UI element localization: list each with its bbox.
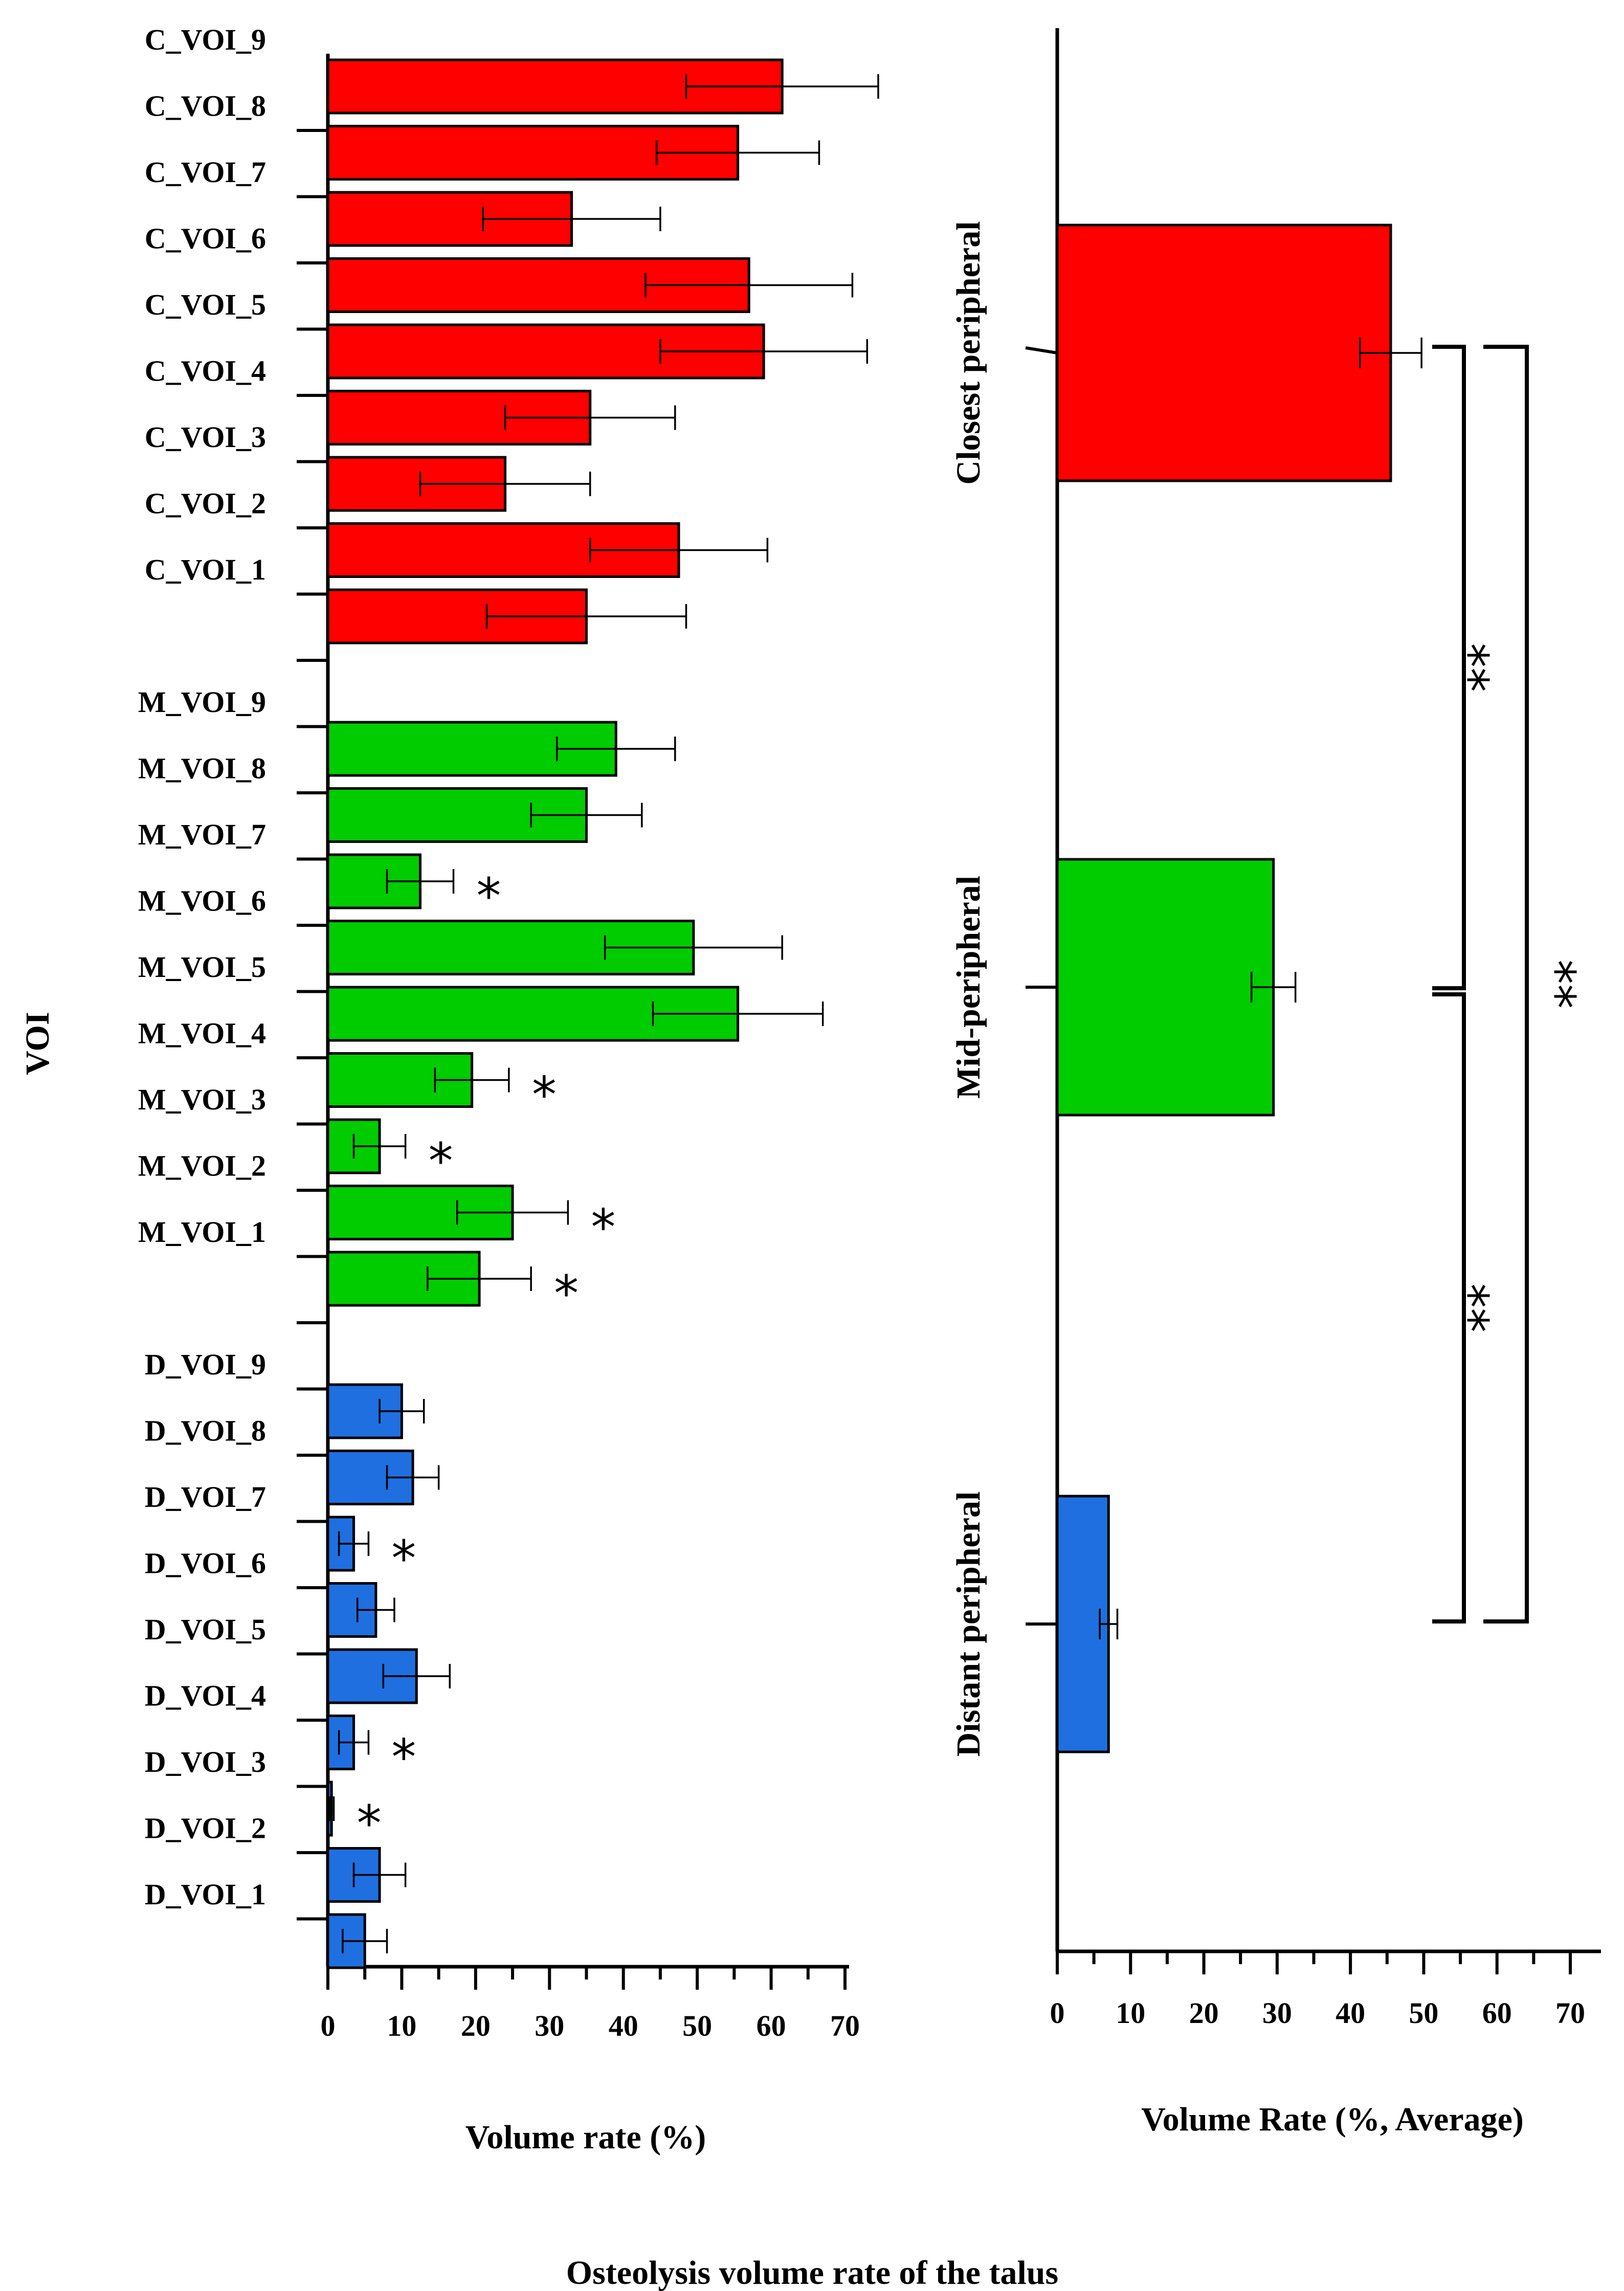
significance-star: * xyxy=(532,1066,557,1124)
voi-tick-label: M_VOI_7 xyxy=(138,818,266,851)
voi-tick-label: C_VOI_9 xyxy=(145,23,266,56)
category-label: Mid-peripheral xyxy=(950,876,987,1099)
x-tick-label: 20 xyxy=(1189,1996,1219,2030)
significance-star: * xyxy=(391,1729,416,1786)
x-tick-label: 0 xyxy=(1050,1996,1065,2030)
average-bar-chart: Closest peripheral Mid-peripheral Distant … xyxy=(950,28,1603,2138)
significance-star: * xyxy=(554,1265,579,1322)
category-label: Distant peripheral xyxy=(950,1492,987,1757)
significance-star: * xyxy=(357,1795,382,1852)
significance-label: ** xyxy=(1458,643,1516,692)
voi-tick-label: C_VOI_2 xyxy=(145,487,266,520)
average-bar xyxy=(1056,858,1275,1117)
left-y-axis-title: VOI xyxy=(19,1012,56,1075)
significance-star: * xyxy=(429,1132,453,1190)
x-tick-label: 70 xyxy=(1555,1996,1585,2030)
significance-star: * xyxy=(391,1530,416,1587)
voi-tick-label: D_VOI_4 xyxy=(145,1679,266,1712)
x-tick-label: 30 xyxy=(535,2009,564,2042)
voi-tick-label: D_VOI_6 xyxy=(145,1547,266,1580)
figure-title: Osteolysis volume rate of the talus xyxy=(566,2254,1058,2291)
voi-tick-label: M_VOI_6 xyxy=(138,884,266,918)
voi-bar xyxy=(326,986,740,1042)
voi-tick-label: C_VOI_7 xyxy=(145,155,266,189)
voi-bar-chart: C_VOI_9 C_VOI_8 C_VOI_7 C_VOI_6 C_VOI_5 C_VOI… xyxy=(19,23,879,2156)
x-tick-label: 50 xyxy=(1409,1996,1438,2030)
average-bar xyxy=(1056,224,1392,482)
left-x-axis-title: Volume rate (%) xyxy=(465,2119,706,2156)
significance-label: ** xyxy=(1458,1283,1516,1332)
voi-tick-label: C_VOI_4 xyxy=(145,354,266,388)
x-tick-label: 60 xyxy=(1482,1996,1512,2030)
y-tick xyxy=(1025,346,1058,354)
voi-tick-label: M_VOI_1 xyxy=(138,1215,266,1249)
voi-tick-label: M_VOI_3 xyxy=(138,1083,266,1116)
voi-tick-label: D_VOI_5 xyxy=(145,1613,266,1646)
significance-label: ** xyxy=(1545,960,1603,1009)
significance-bracket xyxy=(1432,345,1466,990)
voi-tick-label: C_VOI_5 xyxy=(145,288,266,321)
voi-tick-label: M_VOI_8 xyxy=(138,752,266,785)
voi-tick-label: M_VOI_4 xyxy=(138,1017,266,1050)
significance-bracket xyxy=(1483,345,1529,1623)
significance-star: * xyxy=(477,868,501,925)
x-tick-label: 50 xyxy=(682,2009,712,2042)
x-tick-label: 10 xyxy=(1116,1996,1145,2030)
right-x-axis-title: Volume Rate (%, Average) xyxy=(1141,2101,1524,2138)
voi-tick-label: C_VOI_3 xyxy=(145,420,266,454)
voi-tick-label: M_VOI_9 xyxy=(138,685,266,719)
significance-bracket xyxy=(1432,992,1466,1623)
voi-tick-label: C_VOI_6 xyxy=(145,222,266,255)
voi-bar xyxy=(326,721,617,777)
x-tick-label: 20 xyxy=(461,2009,491,2042)
voi-tick-label: D_VOI_3 xyxy=(145,1745,266,1778)
voi-tick-label: D_VOI_7 xyxy=(145,1480,266,1514)
voi-tick-label: M_VOI_5 xyxy=(138,950,266,984)
x-tick-label: 60 xyxy=(757,2009,786,2042)
voi-tick-label: D_VOI_8 xyxy=(145,1414,266,1448)
x-tick-label: 30 xyxy=(1262,1996,1292,2030)
voi-tick-label: D_VOI_2 xyxy=(145,1812,266,1845)
x-tick-label: 70 xyxy=(830,2009,860,2042)
category-label: Closest peripheral xyxy=(950,221,987,484)
x-tick-label: 40 xyxy=(609,2009,638,2042)
voi-tick-label: C_VOI_1 xyxy=(145,553,266,586)
voi-tick-label: M_VOI_2 xyxy=(138,1149,266,1183)
significance-star: * xyxy=(591,1199,615,1256)
x-tick-label: 40 xyxy=(1336,1996,1365,2030)
voi-tick-label: D_VOI_1 xyxy=(145,1878,266,1911)
voi-tick-label: D_VOI_9 xyxy=(145,1348,266,1381)
x-tick-label: 0 xyxy=(321,2009,336,2042)
voi-tick-label: C_VOI_8 xyxy=(145,90,266,123)
x-tick-label: 10 xyxy=(387,2009,416,2042)
